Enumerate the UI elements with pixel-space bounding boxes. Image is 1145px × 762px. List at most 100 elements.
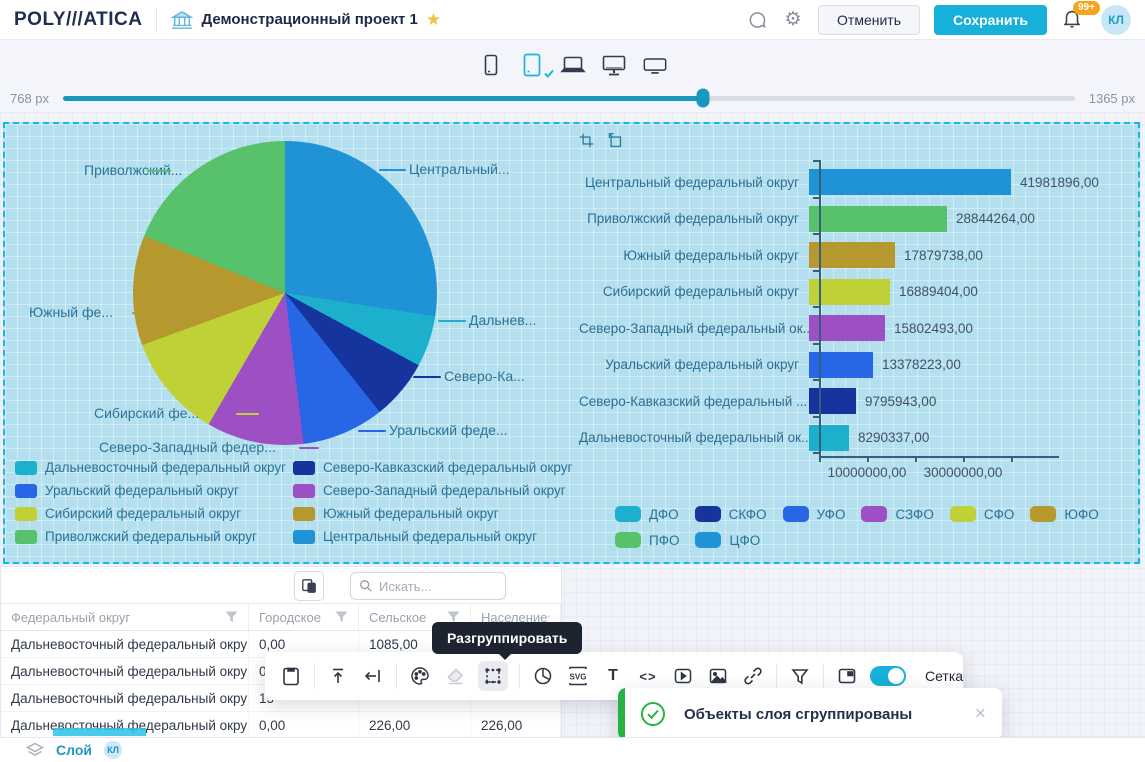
bar[interactable]: [809, 279, 890, 305]
link-icon[interactable]: [741, 664, 765, 688]
cancel-button[interactable]: Отменить: [818, 5, 920, 35]
legend-swatch: [615, 532, 641, 548]
grid-toggle-label: Сетка: [925, 668, 963, 684]
svg-label: SVG: [570, 673, 587, 682]
bar[interactable]: [809, 425, 849, 451]
layout-subheader: 768 px 1365 px: [0, 40, 1145, 112]
avatar[interactable]: КЛ: [1101, 5, 1131, 35]
indent-left-icon[interactable]: [361, 664, 385, 688]
table-search[interactable]: [350, 572, 506, 600]
tv-device-icon[interactable]: [642, 52, 668, 78]
pie-legend-item: Северо-Кавказский федеральный округ: [293, 460, 572, 475]
pie-callout: Сибирский фе...: [94, 405, 199, 421]
callout-line: [438, 320, 466, 322]
grid-toggle[interactable]: [870, 666, 906, 686]
legend-swatch: [15, 484, 37, 498]
slider-handle[interactable]: [697, 89, 710, 108]
favorite-star-icon[interactable]: ★: [426, 11, 441, 28]
layers-icon: [26, 742, 44, 758]
save-button[interactable]: Сохранить: [934, 5, 1047, 35]
upload-icon[interactable]: [326, 664, 350, 688]
settings-gear-icon[interactable]: ⚙: [782, 9, 804, 31]
copy-icon: [301, 578, 317, 594]
column-header[interactable]: Федеральный округ: [1, 604, 249, 630]
dashboard-canvas[interactable]: Центральный... Дальнев... Северо-Ка... У…: [0, 112, 1145, 762]
eraser-icon: [443, 664, 467, 688]
pie-legend-item: Приволжский федеральный округ: [15, 529, 289, 544]
bar[interactable]: [809, 169, 1011, 195]
frame-icon[interactable]: [835, 664, 859, 688]
device-size-switcher: [0, 40, 1145, 84]
legend-swatch: [293, 530, 315, 544]
x-tick-label: 10000000,00: [828, 465, 907, 480]
project-title: Демонстрационный проект 1: [201, 11, 417, 28]
toast-close-icon[interactable]: ×: [975, 705, 986, 724]
bar[interactable]: [809, 206, 947, 232]
monitor-device-icon[interactable]: [601, 52, 627, 78]
layer-bar: Слой КЛ: [0, 737, 1145, 762]
text-tool-icon[interactable]: T: [601, 664, 625, 688]
bar-legend-item: СЗФО: [861, 506, 933, 522]
chat-icon[interactable]: [746, 9, 768, 31]
pie-callout: Южный фе...: [29, 304, 113, 320]
copy-table-button[interactable]: [294, 571, 324, 601]
code-tool-icon[interactable]: <>: [636, 664, 660, 688]
reset-crop-icon[interactable]: [606, 132, 623, 149]
bar-chart[interactable]: Центральный федеральный округ41981896,00…: [579, 164, 1135, 456]
bar-y-axis: [819, 160, 821, 457]
tablet-device-icon-selected[interactable]: [519, 52, 545, 78]
legend-swatch: [783, 506, 809, 522]
filter-icon[interactable]: [788, 664, 812, 688]
grouped-selection[interactable]: Центральный... Дальнев... Северо-Ка... У…: [3, 122, 1140, 564]
notifications-bell[interactable]: 99+: [1061, 7, 1087, 33]
legend-swatch: [15, 461, 37, 475]
pie-legend-item: Южный федеральный округ: [293, 506, 572, 521]
ungroup-icon[interactable]: [478, 661, 508, 691]
slider-fill: [63, 96, 703, 101]
project-icon: [171, 10, 193, 30]
callout-line: [358, 430, 386, 432]
callout-line: [132, 312, 155, 314]
bar[interactable]: [809, 388, 856, 414]
pie-chart[interactable]: [133, 141, 437, 445]
phone-device-icon[interactable]: [478, 52, 504, 78]
legend-swatch: [861, 506, 887, 522]
bar-legend-item: СКФО: [695, 506, 767, 522]
filter-funnel-icon: [335, 611, 348, 623]
bar-legend-item: ДФО: [615, 506, 679, 522]
bar-row: Приволжский федеральный округ28844264,00: [579, 201, 1135, 238]
legend-swatch: [1030, 506, 1056, 522]
image-icon[interactable]: [706, 664, 730, 688]
toast-notification: Объекты слоя сгруппированы ×: [618, 688, 1002, 740]
search-icon: [359, 579, 373, 593]
width-slider[interactable]: [63, 96, 1075, 101]
column-header[interactable]: Городское: [249, 604, 359, 630]
callout-line: [379, 169, 406, 171]
callout-line: [147, 170, 171, 172]
divider: [156, 9, 157, 31]
bar-row: Уральский федеральный округ13378223,00: [579, 347, 1135, 384]
pie-legend-item: Уральский федеральный округ: [15, 483, 289, 498]
layer-user-badge: КЛ: [104, 741, 122, 759]
callout-line: [413, 376, 441, 378]
crop-icon[interactable]: [578, 132, 595, 149]
chart-icon[interactable]: [531, 664, 555, 688]
toast-message: Объекты слоя сгруппированы: [684, 706, 912, 723]
palette-icon[interactable]: [408, 664, 432, 688]
paste-icon[interactable]: [279, 664, 303, 688]
slider-min-label: 768 px: [10, 91, 49, 106]
bar-row: Северо-Кавказский федеральный ...9795943…: [579, 383, 1135, 420]
bar[interactable]: [809, 242, 895, 268]
text-selection-highlight: [53, 728, 146, 736]
laptop-device-icon[interactable]: [560, 52, 586, 78]
media-icon[interactable]: [671, 664, 695, 688]
layer-tab[interactable]: Слой: [56, 742, 92, 758]
bar-legend-item: УФО: [783, 506, 846, 522]
bar-row: Северо-Западный федеральный ок...1580249…: [579, 310, 1135, 347]
bar-legend-item: СФО: [950, 506, 1015, 522]
search-input[interactable]: [379, 579, 489, 594]
slider-max-label: 1365 px: [1089, 91, 1135, 106]
svg-insert-icon[interactable]: SVG: [566, 664, 590, 688]
pie-callout: Уральский феде...: [389, 422, 508, 438]
pie-legend-item: Северо-Западный федеральный округ: [293, 483, 572, 498]
